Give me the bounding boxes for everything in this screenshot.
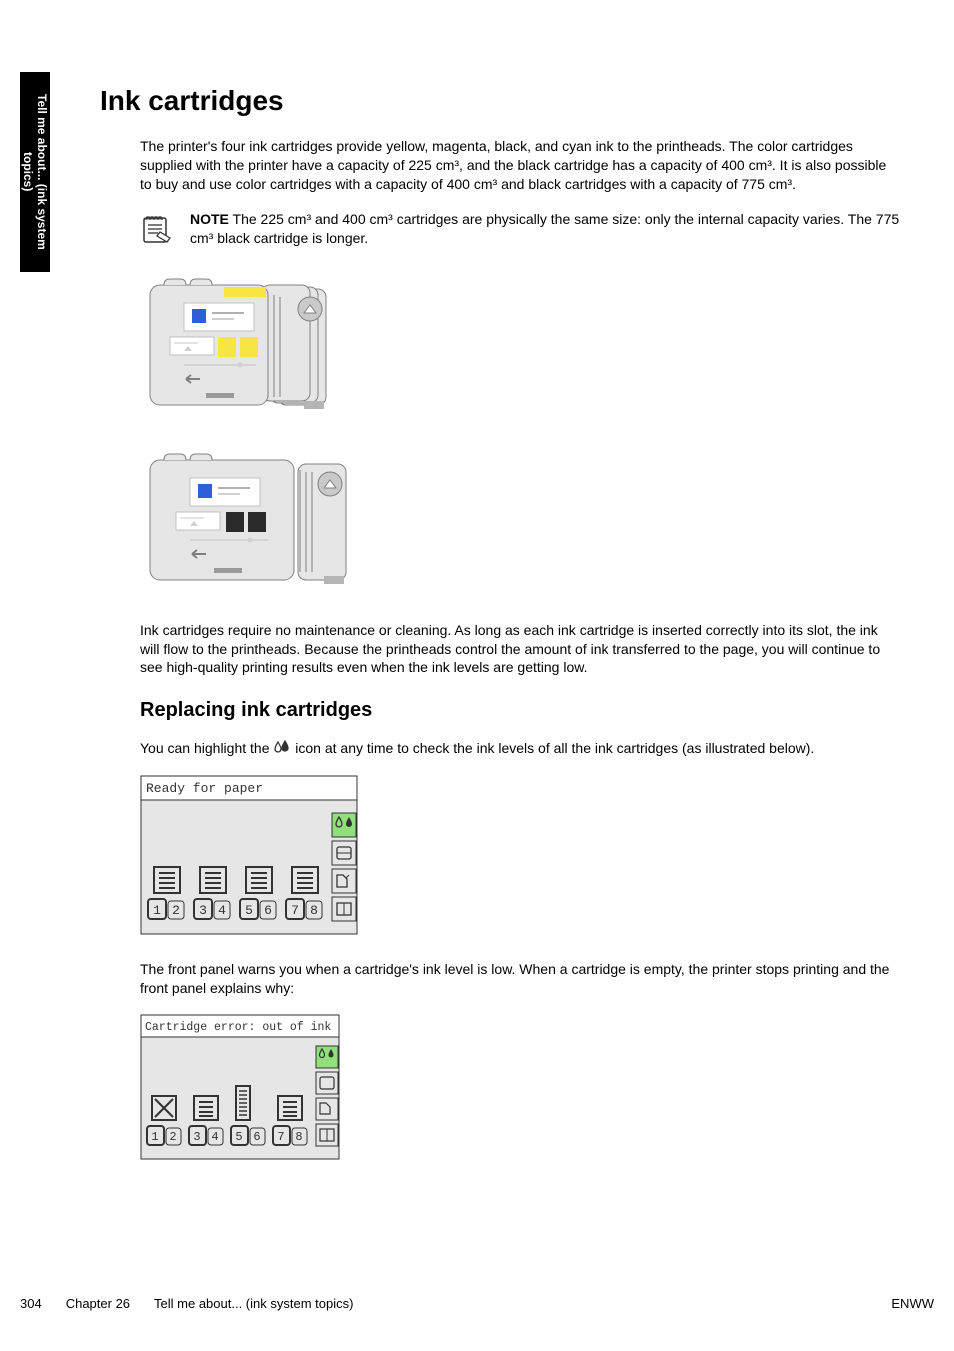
footer-page: 304	[20, 1296, 42, 1311]
svg-text:3: 3	[193, 1130, 200, 1144]
side-tab: Tell me about... (ink system topics)	[20, 72, 50, 272]
p3b: icon at any time to check the ink levels…	[295, 740, 814, 756]
note-block: NOTE The 225 cm³ and 400 cm³ cartridges …	[140, 210, 900, 251]
note-body: The 225 cm³ and 400 cm³ cartridges are p…	[190, 211, 899, 246]
front-panel-ready: Ready for paper	[140, 775, 900, 940]
p3a: You can highlight the	[140, 740, 273, 756]
svg-text:4: 4	[218, 903, 226, 918]
maintenance-paragraph: Ink cartridges require no maintenance or…	[140, 621, 900, 678]
note-text: NOTE The 225 cm³ and 400 cm³ cartridges …	[190, 210, 900, 248]
note-icon	[140, 210, 174, 251]
svg-text:4: 4	[211, 1130, 218, 1144]
svg-text:8: 8	[295, 1130, 302, 1144]
warning-paragraph: The front panel warns you when a cartrid…	[140, 960, 900, 998]
cartridge-figure-long	[140, 446, 900, 601]
svg-text:7: 7	[277, 1130, 284, 1144]
svg-text:2: 2	[172, 903, 180, 918]
front-panel-error: Cartridge error: out of ink	[140, 1014, 900, 1165]
svg-text:8: 8	[310, 903, 318, 918]
heading-ink-cartridges: Ink cartridges	[100, 85, 900, 117]
page-footer: 304 Chapter 26 Tell me about... (ink sys…	[20, 1296, 934, 1311]
svg-text:2: 2	[169, 1130, 176, 1144]
panel2-text: Cartridge error: out of ink	[145, 1021, 331, 1034]
panel1-text: Ready for paper	[146, 781, 263, 796]
svg-text:3: 3	[199, 903, 207, 918]
intro-paragraph: The printer's four ink cartridges provid…	[140, 137, 900, 194]
svg-text:6: 6	[264, 903, 272, 918]
footer-title: Tell me about... (ink system topics)	[154, 1296, 353, 1311]
heading-replacing: Replacing ink cartridges	[140, 699, 900, 722]
ink-drops-icon	[273, 740, 291, 756]
note-label: NOTE	[190, 211, 229, 227]
svg-text:7: 7	[291, 903, 299, 918]
page-content: Ink cartridges The printer's four ink ca…	[100, 85, 900, 1185]
svg-text:5: 5	[245, 903, 253, 918]
svg-text:5: 5	[235, 1130, 242, 1144]
cartridge-figure-short	[140, 271, 900, 426]
footer-right: ENWW	[891, 1296, 934, 1311]
footer-chapter: Chapter 26	[66, 1296, 130, 1311]
svg-text:6: 6	[253, 1130, 260, 1144]
highlight-paragraph: You can highlight the icon at any time t…	[140, 738, 900, 759]
svg-text:1: 1	[151, 1130, 158, 1144]
svg-text:1: 1	[153, 903, 161, 918]
